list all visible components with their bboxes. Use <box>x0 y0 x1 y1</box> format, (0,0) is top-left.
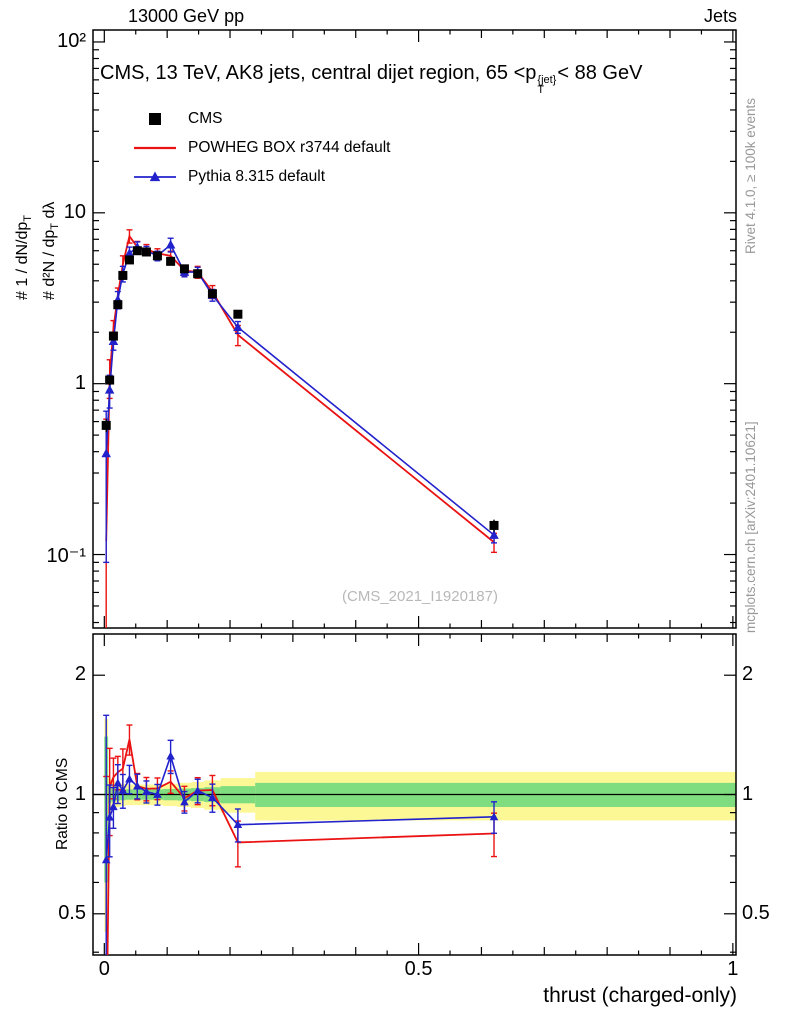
x-axis-title: thrust (charged-only) <box>543 984 737 1007</box>
legend-item-pythia: Pythia 8.315 default <box>132 162 390 191</box>
axis-ticks <box>93 30 736 955</box>
y-axis-title-ratio: Ratio to CMS <box>54 757 71 850</box>
plot-title: CMS, 13 TeV, AK8 jets, central dijet reg… <box>100 62 643 96</box>
plot-title-pre: CMS, 13 TeV, AK8 jets, central dijet reg… <box>100 62 537 84</box>
sub-T: T <box>49 223 62 230</box>
ratio-series <box>101 714 499 955</box>
legend-item-cms: CMS <box>132 104 390 133</box>
pt-jet-supsub: {jet} T <box>537 74 557 96</box>
powheg-line-marker-icon <box>134 146 176 149</box>
legend-item-powheg: POWHEG BOX r3744 default <box>132 133 390 162</box>
plot-title-post: < 88 GeV <box>557 62 643 84</box>
legend-label-pythia: Pythia 8.315 default <box>188 167 326 185</box>
analysis-group-label: Jets <box>703 6 737 26</box>
main-series <box>101 229 499 628</box>
y-axis-title-main: # 1 / dN/dpT # d²N / dpT dλ <box>12 202 66 300</box>
beam-energy-label: 13000 GeV pp <box>128 6 245 26</box>
y-axis-title-line2: # d²N / dpT dλ <box>41 201 62 300</box>
sub-T: T <box>22 214 35 222</box>
legend-label-powheg: POWHEG BOX r3744 default <box>188 138 391 156</box>
cms-square-marker-icon <box>149 112 161 125</box>
rivet-version-label: Rivet 4.1.0, ≥ 100k events <box>743 98 758 254</box>
y-axis-title-line1: # 1 / dN/dpT <box>14 214 35 300</box>
legend: CMS POWHEG BOX r3744 default Pythia 8.31… <box>132 104 390 191</box>
analysis-id-watermark: (CMS_2021_I1920187) <box>342 588 498 605</box>
pythia-triangle-marker-icon <box>134 171 176 181</box>
plot-title-sup: {jet} <box>537 74 557 86</box>
legend-label-cms: CMS <box>188 109 223 127</box>
plot-title-sub: T <box>537 84 545 96</box>
ratio-bands <box>93 719 736 932</box>
mcplots-arxiv-label: mcplots.cern.ch [arXiv:2401.10621] <box>743 421 758 633</box>
